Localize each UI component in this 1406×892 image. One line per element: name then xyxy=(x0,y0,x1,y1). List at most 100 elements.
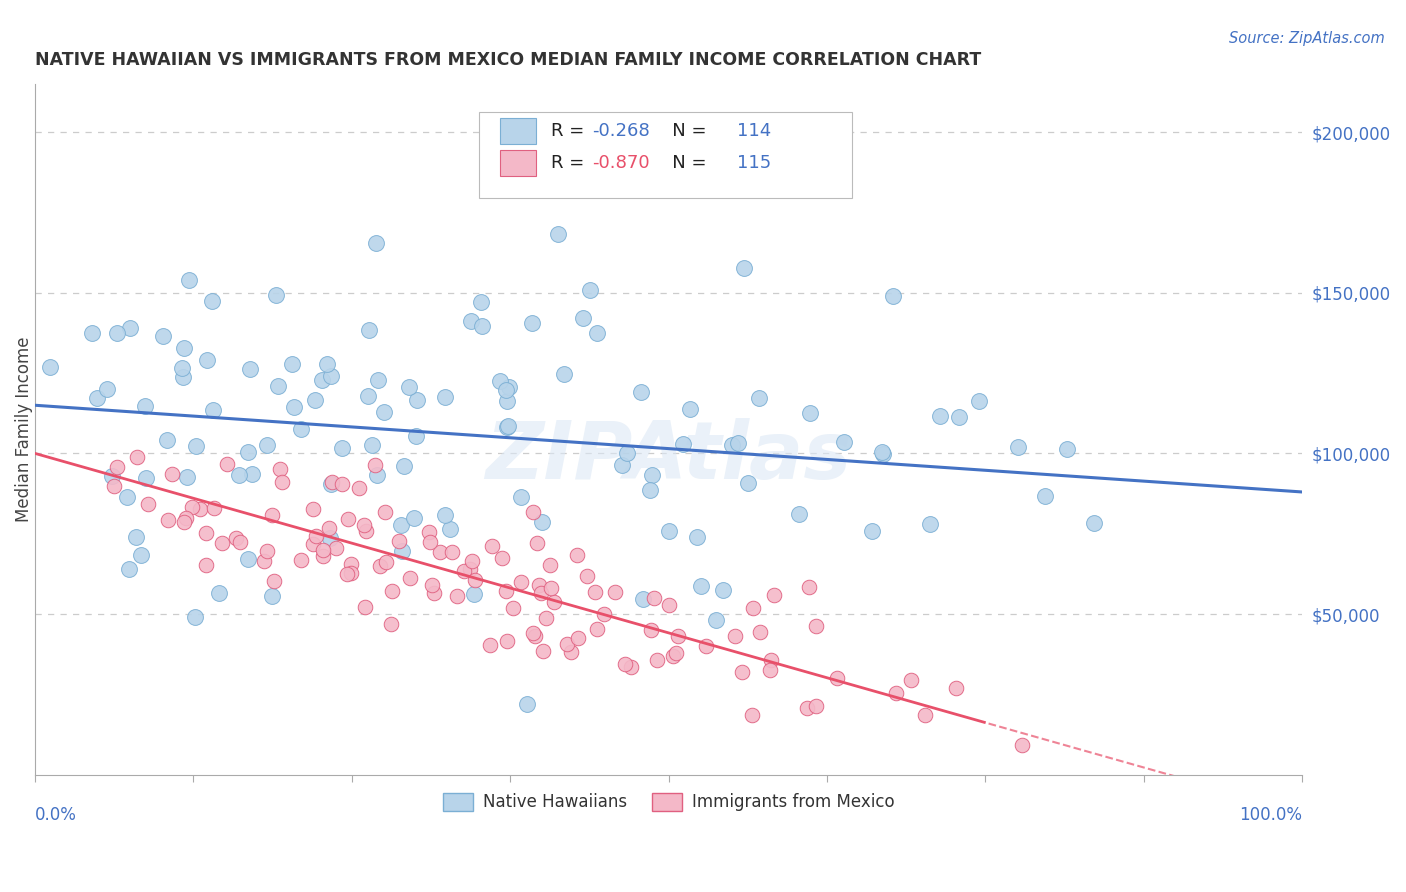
Point xyxy=(640,624,662,638)
Point xyxy=(256,544,278,558)
Point xyxy=(387,533,409,548)
Point xyxy=(603,585,626,599)
Point xyxy=(742,601,765,615)
Text: Source: ZipAtlas.com: Source: ZipAtlas.com xyxy=(1229,31,1385,46)
Point xyxy=(321,475,343,490)
Point xyxy=(304,392,326,407)
Point xyxy=(354,524,377,538)
Point xyxy=(86,391,108,405)
Point xyxy=(312,543,335,558)
Point xyxy=(253,554,276,568)
Point xyxy=(1007,440,1029,454)
Point xyxy=(470,294,492,309)
Point xyxy=(827,671,849,685)
Point xyxy=(228,467,250,482)
Point xyxy=(105,460,128,475)
Point xyxy=(478,638,501,652)
Point xyxy=(103,479,125,493)
Point xyxy=(269,462,291,476)
Point xyxy=(538,558,561,573)
FancyBboxPatch shape xyxy=(501,150,536,176)
FancyBboxPatch shape xyxy=(501,118,536,145)
Point xyxy=(969,394,991,409)
Point xyxy=(870,444,893,458)
Point xyxy=(439,522,461,536)
Point xyxy=(312,549,335,563)
Point xyxy=(283,400,305,414)
Point xyxy=(134,399,156,413)
Point xyxy=(796,700,818,714)
Point xyxy=(592,607,614,622)
Point xyxy=(721,438,744,452)
Point xyxy=(263,574,285,588)
Point xyxy=(419,535,441,549)
Point xyxy=(240,467,263,482)
Point xyxy=(135,471,157,485)
Point xyxy=(281,357,304,371)
Point xyxy=(124,530,146,544)
Point xyxy=(553,368,575,382)
Point xyxy=(481,539,503,553)
Point xyxy=(360,438,382,452)
Point xyxy=(357,389,380,403)
Point xyxy=(666,629,689,643)
Y-axis label: Median Family Income: Median Family Income xyxy=(15,336,32,522)
Point xyxy=(737,475,759,490)
Point xyxy=(440,545,463,559)
Point xyxy=(748,624,770,639)
Point xyxy=(229,535,252,549)
Point xyxy=(638,483,661,498)
Point xyxy=(547,227,569,242)
Point xyxy=(177,273,200,287)
Point xyxy=(662,648,685,663)
Point xyxy=(495,419,517,434)
Point xyxy=(201,403,224,417)
Text: 100.0%: 100.0% xyxy=(1239,805,1302,823)
Point xyxy=(96,382,118,396)
Text: -0.870: -0.870 xyxy=(592,153,650,172)
Point xyxy=(645,652,668,666)
Point xyxy=(641,467,664,482)
Point xyxy=(173,341,195,355)
FancyBboxPatch shape xyxy=(478,112,852,198)
Point xyxy=(211,535,233,549)
Point xyxy=(531,644,554,658)
Point xyxy=(370,559,392,574)
Point xyxy=(194,558,217,572)
Point xyxy=(105,326,128,340)
Point xyxy=(100,468,122,483)
Point xyxy=(125,450,148,464)
Point xyxy=(585,622,607,636)
Text: -0.268: -0.268 xyxy=(592,122,651,140)
Text: R =: R = xyxy=(551,153,589,172)
Point xyxy=(391,543,413,558)
Point xyxy=(759,653,782,667)
Point xyxy=(318,521,340,535)
Point xyxy=(900,673,922,687)
Point xyxy=(522,626,544,640)
Point xyxy=(194,526,217,541)
Point xyxy=(420,577,443,591)
Point xyxy=(316,358,339,372)
Text: 115: 115 xyxy=(737,153,772,172)
Point xyxy=(129,548,152,562)
Point xyxy=(236,552,259,566)
Point xyxy=(704,613,727,627)
Point xyxy=(302,502,325,516)
Point xyxy=(225,531,247,545)
Point xyxy=(181,500,204,514)
Point xyxy=(458,561,481,575)
Point xyxy=(380,616,402,631)
Point xyxy=(613,657,636,671)
Point xyxy=(509,490,531,504)
Point xyxy=(184,609,207,624)
Point xyxy=(39,360,62,375)
Point xyxy=(496,633,519,648)
Point xyxy=(418,524,440,539)
Point xyxy=(464,574,486,588)
Point xyxy=(616,446,638,460)
Point xyxy=(325,541,347,555)
Legend: Native Hawaiians, Immigrants from Mexico: Native Hawaiians, Immigrants from Mexico xyxy=(436,786,901,818)
Point xyxy=(509,575,531,590)
Point xyxy=(215,457,238,471)
